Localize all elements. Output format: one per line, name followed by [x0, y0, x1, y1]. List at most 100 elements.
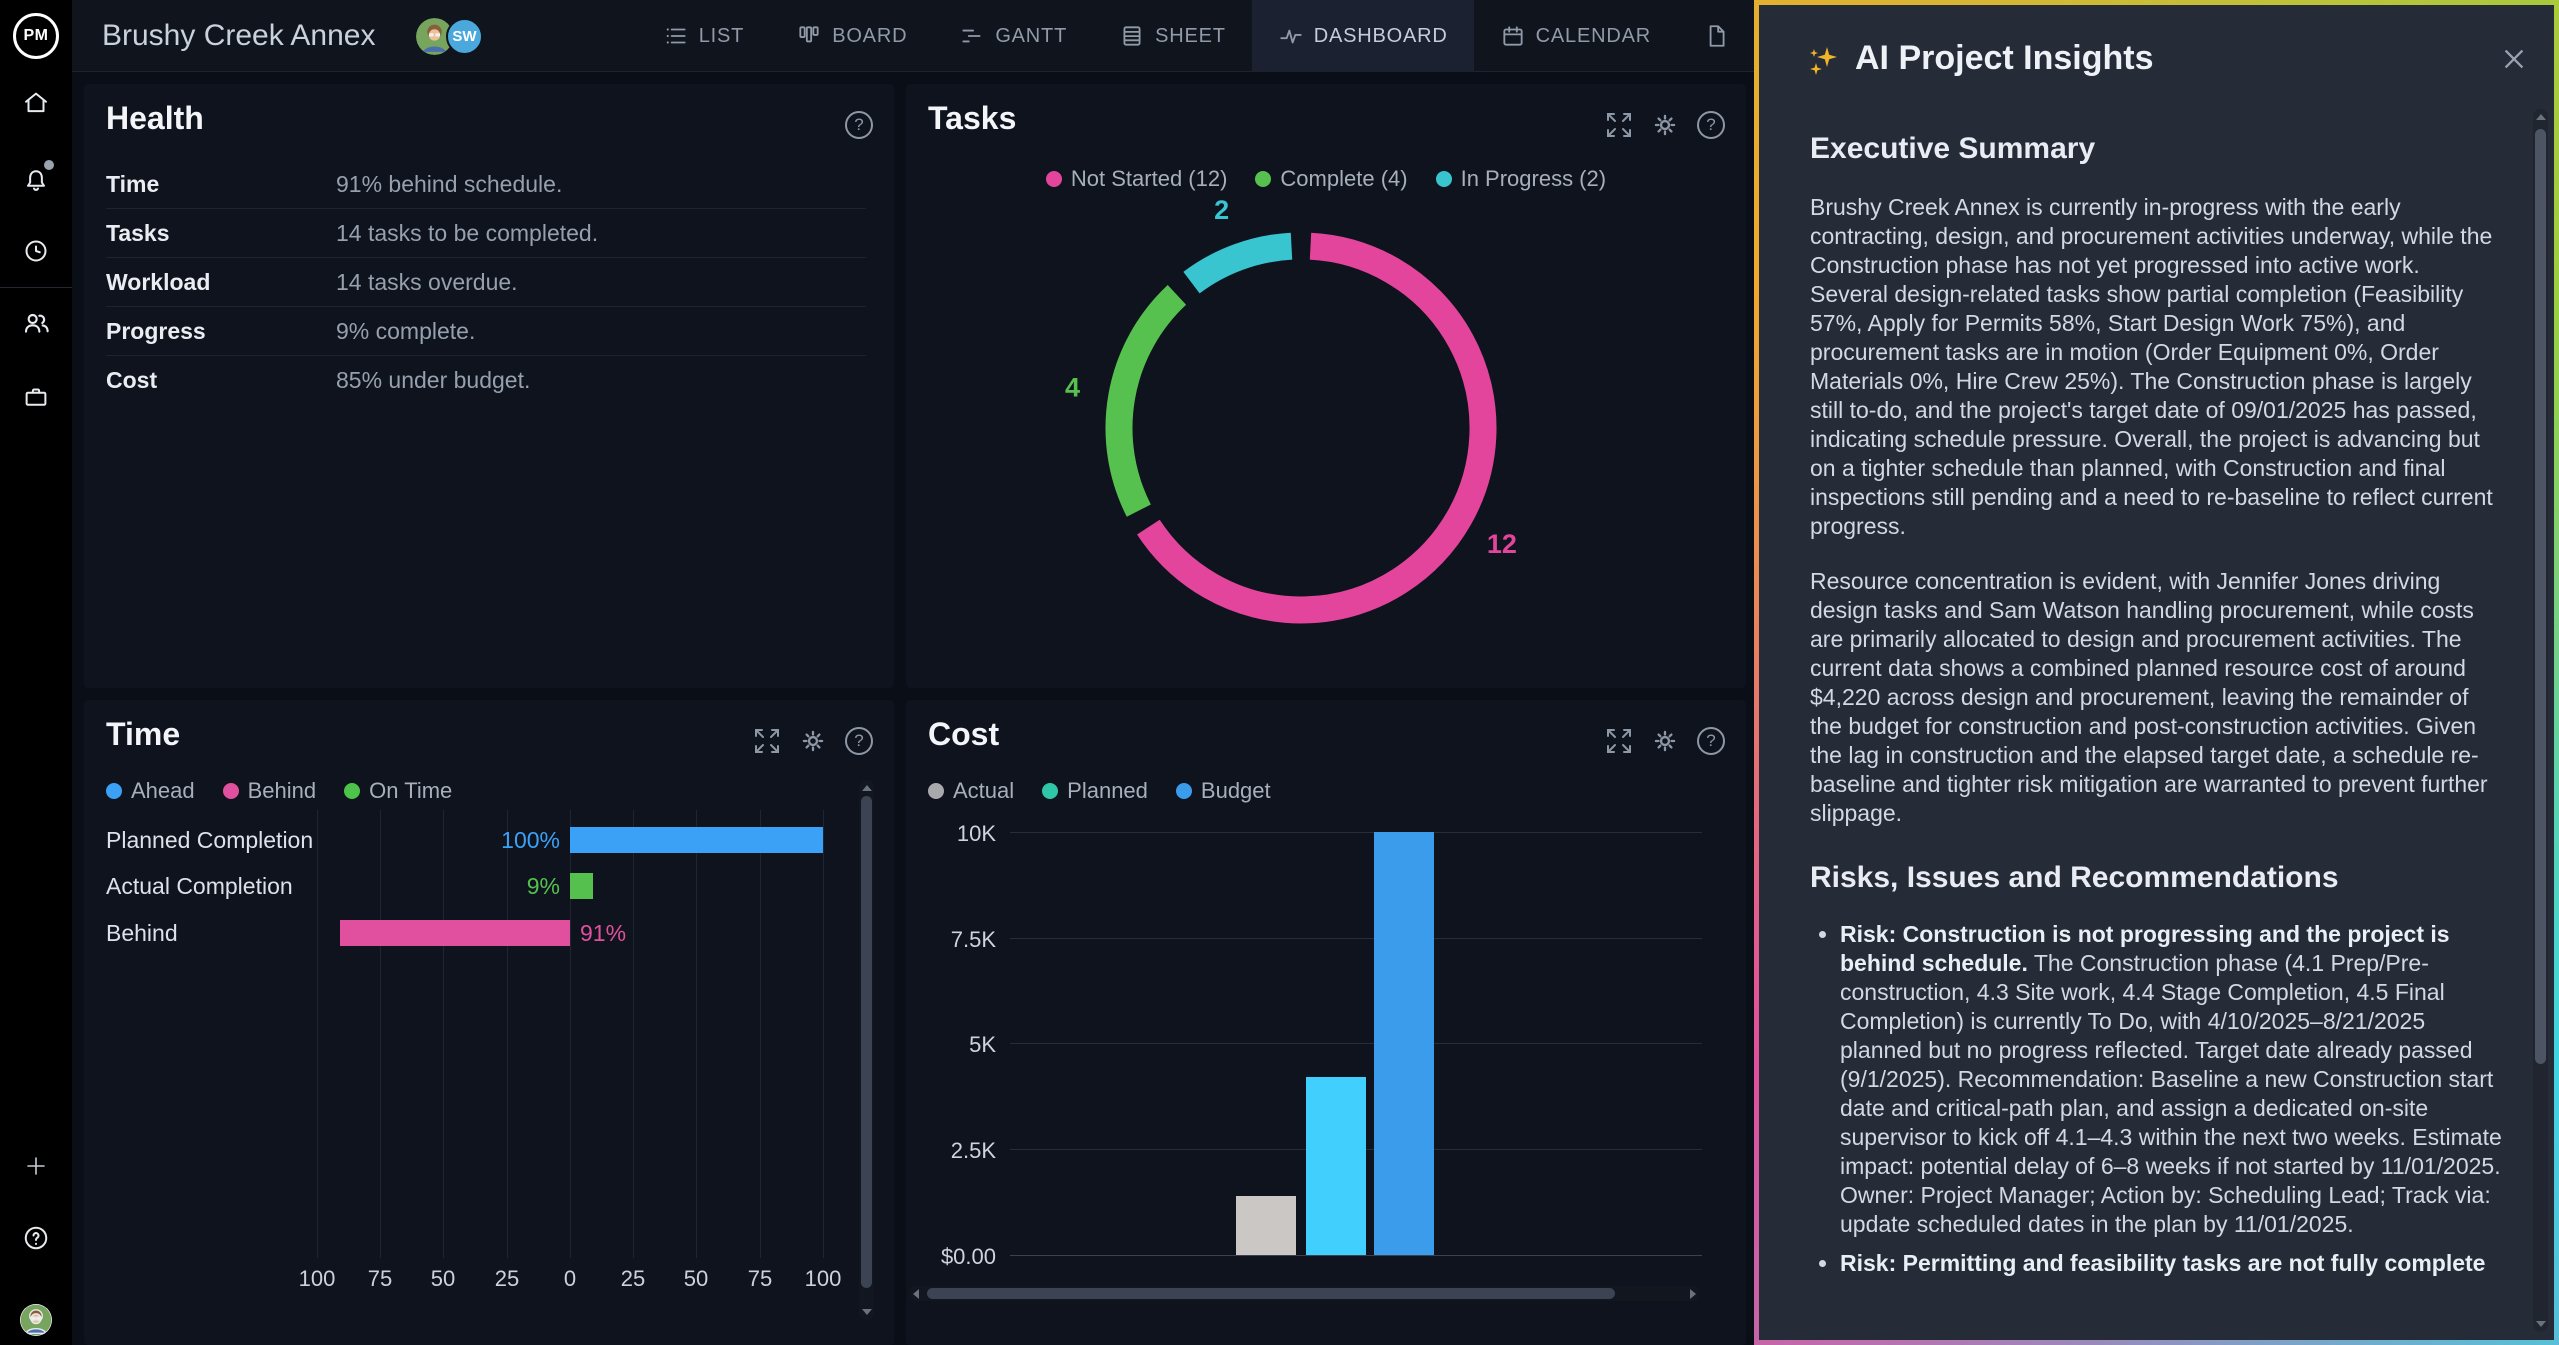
- scroll-down-icon[interactable]: [862, 1309, 872, 1315]
- health-row-tasks: Tasks 14 tasks to be completed.: [106, 209, 866, 258]
- ai-panel-scrollbar[interactable]: [2533, 109, 2548, 1332]
- legend-ahead[interactable]: Ahead: [106, 778, 195, 804]
- cost-bar-planned[interactable]: [1306, 1077, 1366, 1255]
- time-panel: Time ? Ahead Behind On Time: [84, 700, 894, 1345]
- time-help-icon[interactable]: ?: [844, 726, 874, 756]
- legend-actual[interactable]: Actual: [928, 778, 1014, 804]
- cost-bar-budget[interactable]: [1374, 832, 1434, 1255]
- sidebar-divider: [0, 287, 72, 288]
- legend-dot: [106, 783, 122, 799]
- tab-board[interactable]: BOARD: [770, 0, 933, 72]
- tab-label: BOARD: [832, 24, 908, 47]
- health-help-icon[interactable]: ?: [844, 110, 874, 140]
- sparkles-icon: [1805, 43, 1841, 84]
- notifications-bell-icon[interactable]: [0, 152, 72, 208]
- health-row-progress: Progress 9% complete.: [106, 307, 866, 356]
- time-settings-gear-icon[interactable]: [798, 726, 828, 756]
- health-title: Health: [106, 100, 204, 136]
- project-avatars: SW: [416, 18, 483, 55]
- bar[interactable]: [570, 873, 593, 899]
- tab-label: SHEET: [1155, 24, 1226, 47]
- tab-label: GANTT: [995, 24, 1068, 47]
- add-plus-icon[interactable]: [0, 1138, 72, 1194]
- axis-tick: 25: [620, 1266, 646, 1291]
- cost-help-icon[interactable]: ?: [1696, 726, 1726, 756]
- page-title: Brushy Creek Annex: [102, 19, 376, 52]
- timesheet-clock-icon[interactable]: [0, 223, 72, 279]
- legend-not-started[interactable]: Not Started (12): [1045, 166, 1227, 192]
- tab-label: LIST: [698, 24, 745, 47]
- executive-summary-paragraph: Brushy Creek Annex is currently in-progr…: [1810, 194, 2493, 539]
- risk-item: Risk: Permitting and feasibility tasks a…: [1840, 1249, 2504, 1278]
- tasks-help-icon[interactable]: ?: [1696, 110, 1726, 140]
- legend-behind[interactable]: Behind: [222, 778, 316, 804]
- scroll-down-icon[interactable]: [2536, 1321, 2546, 1327]
- axis-tick: 50: [683, 1266, 709, 1291]
- legend-in-progress[interactable]: In Progress (2): [1435, 166, 1606, 192]
- bar[interactable]: [340, 920, 570, 946]
- scroll-left-icon[interactable]: [913, 1289, 919, 1299]
- time-bar-planned-completion[interactable]: Planned Completion 100%: [84, 827, 894, 853]
- bar-value-label: 9%: [526, 873, 560, 899]
- close-icon[interactable]: [2500, 45, 2528, 76]
- tasks-title: Tasks: [928, 100, 1017, 136]
- cost-bar-actual[interactable]: [1236, 1196, 1296, 1255]
- axis-tick: 100: [804, 1266, 842, 1291]
- legend-planned[interactable]: Planned: [1042, 778, 1148, 804]
- time-bar-behind[interactable]: Behind 91%: [106, 920, 627, 946]
- legend-dot: [1175, 783, 1192, 799]
- tab-list[interactable]: LIST: [637, 0, 770, 72]
- tasks-donut-chart[interactable]: 12 4 2: [906, 84, 1746, 688]
- cost-scrollbar[interactable]: [909, 1286, 1700, 1301]
- tab-gantt[interactable]: GANTT: [933, 0, 1093, 72]
- executive-summary-paragraph: Resource concentration is evident, with …: [1810, 568, 2488, 826]
- sidebar: PM: [0, 0, 72, 1345]
- pm-logo[interactable]: PM: [13, 13, 59, 59]
- y-axis-label: $0.00: [940, 1244, 996, 1269]
- time-bar-actual-completion[interactable]: Actual Completion 9%: [84, 873, 894, 899]
- legend-on-time[interactable]: On Time: [344, 778, 452, 804]
- bar[interactable]: [570, 827, 823, 853]
- tab-files[interactable]: [1677, 0, 1755, 72]
- team-icon[interactable]: [0, 295, 72, 351]
- axis-tick: 75: [367, 1266, 393, 1291]
- risk-list: Risk: Construction is not progressing an…: [1810, 920, 2504, 1278]
- cost-expand-icon[interactable]: [1604, 726, 1634, 756]
- avatar-sw[interactable]: SW: [446, 18, 483, 55]
- legend-complete[interactable]: Complete (4): [1255, 166, 1408, 192]
- axis-tick: 100: [298, 1266, 336, 1291]
- legend-dot: [1042, 783, 1059, 799]
- health-row-workload: Workload 14 tasks overdue.: [106, 258, 866, 307]
- health-row-time: Time 91% behind schedule.: [106, 160, 866, 209]
- cost-legend: Actual Planned Budget: [928, 778, 1271, 804]
- scroll-up-icon[interactable]: [862, 785, 872, 791]
- svg-text:4: 4: [1065, 373, 1080, 403]
- projects-briefcase-icon[interactable]: [0, 369, 72, 425]
- tab-sheet[interactable]: SHEET: [1093, 0, 1252, 72]
- time-scrollbar[interactable]: [859, 780, 874, 1320]
- legend-dot: [344, 783, 361, 799]
- legend-dot: [1435, 171, 1452, 187]
- tab-calendar[interactable]: CALENDAR: [1474, 0, 1677, 72]
- help-icon[interactable]: [0, 1210, 72, 1266]
- scrollbar-thumb[interactable]: [927, 1288, 1615, 1299]
- home-icon[interactable]: [0, 75, 72, 131]
- scroll-right-icon[interactable]: [1690, 1289, 1696, 1299]
- tasks-settings-gear-icon[interactable]: [1650, 110, 1680, 140]
- cost-panel: Cost ? Actual Planned Budget: [906, 700, 1746, 1345]
- svg-text:12: 12: [1487, 529, 1517, 559]
- tasks-legend: Not Started (12) Complete (4) In Progres…: [906, 166, 1746, 192]
- scrollbar-thumb[interactable]: [2535, 129, 2546, 1064]
- cost-bar-chart: 10K 7.5K 5K 2.5K $0.00: [906, 700, 1746, 1345]
- time-expand-icon[interactable]: [752, 726, 782, 756]
- tasks-expand-icon[interactable]: [1604, 110, 1634, 140]
- cost-settings-gear-icon[interactable]: [1650, 726, 1680, 756]
- scroll-up-icon[interactable]: [2536, 114, 2546, 120]
- tab-dashboard[interactable]: DASHBOARD: [1251, 0, 1474, 72]
- svg-text:2: 2: [1214, 195, 1229, 225]
- scrollbar-thumb[interactable]: [861, 796, 872, 1288]
- legend-budget[interactable]: Budget: [1175, 778, 1271, 804]
- avatar-image[interactable]: [416, 18, 453, 55]
- account-avatar[interactable]: [0, 1292, 72, 1345]
